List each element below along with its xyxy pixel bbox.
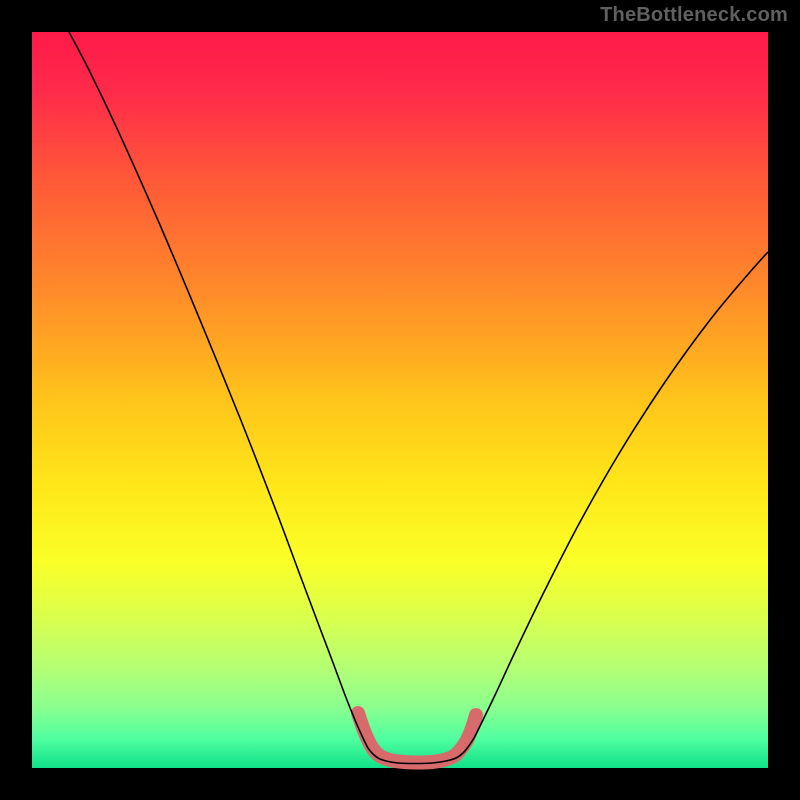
bottleneck-curve [69, 32, 768, 764]
watermark-text: TheBottleneck.com [600, 4, 788, 27]
bottleneck-highlight-curve [358, 713, 476, 763]
chart-svg [0, 0, 800, 800]
